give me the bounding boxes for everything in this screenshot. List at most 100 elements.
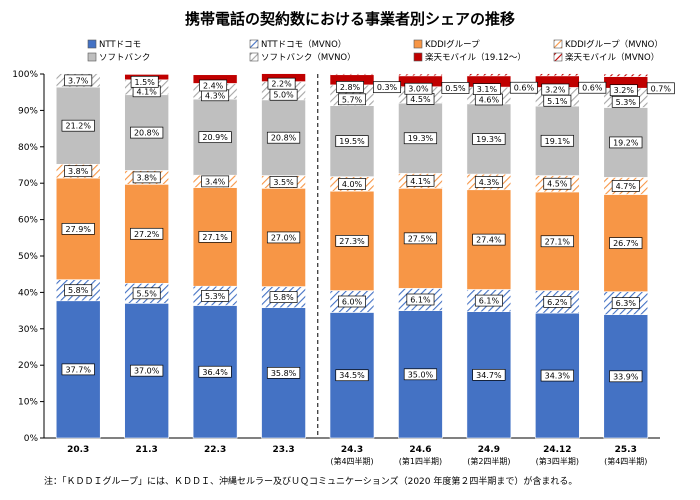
data-label-24-9-s2-box [472,233,506,246]
y-tick-label-1: 10% [18,398,38,408]
y-tick-label-8: 80% [18,143,38,153]
y-tick-label-10: 100% [12,70,38,80]
data-label-24-12-s7: 0.6% [582,84,603,93]
legend-label-1: NTTドコモ（MVNO） [261,39,346,50]
x-tick-label-5: 24.6 [409,445,431,455]
data-label-23-3-s3: 3.5% [273,178,294,187]
data-label-24-9-s4: 19.3% [476,135,502,144]
data-label-21-3-s1-box [132,287,161,300]
y-tick-label-2: 20% [18,361,38,371]
data-label-24-12-s2-box [540,235,574,248]
data-label-22-3-s4: 20.9% [202,133,228,142]
data-label-24-6-s2: 27.5% [408,234,434,243]
data-label-25-3-s7-box [646,82,675,95]
y-tick-label-7: 70% [18,179,38,189]
data-label-24-6-s3: 4.1% [410,177,431,186]
data-label-24-9-s3-box [474,176,503,188]
y-tick-label-6: 60% [18,216,38,226]
data-label-20-3-s5: 3.7% [68,76,89,85]
data-label-24-9-s0: 34.7% [476,371,502,380]
data-label-21-3-s4-box [130,126,164,139]
data-label-22-3-s6-box [199,79,228,92]
data-label-20-3-s0-box [61,363,95,376]
data-label-24-3-s4: 19.5% [339,137,365,146]
data-label-24-6-s0-box [403,368,438,381]
data-label-23-3-s1-box [269,291,298,303]
data-label-24-12-s7-box [578,81,607,94]
data-label-24-3-s4-box [335,135,369,148]
data-label-24-9-s0-box [472,368,506,381]
data-label-23-3-s4: 20.8% [271,134,297,143]
data-label-23-3-s1: 5.8% [273,293,294,302]
x-tick-sublabel-4: (第4四半期) [330,456,373,466]
x-tick-sublabel-8: (第4四半期) [604,456,647,466]
data-label-25-3-s4-box [609,136,643,149]
y-tick-label-3: 30% [18,325,38,335]
data-label-21-3-s1: 5.5% [137,289,158,298]
y-tick-label-0: 0% [24,434,39,444]
data-label-24-6-s1-box [406,293,435,306]
data-label-21-3-s2-box [130,227,164,240]
legend-swatch-3 [553,39,563,49]
data-label-20-3-s1: 5.8% [68,286,89,295]
legend-label-4: ソフトバンク [99,53,150,63]
x-tick-label-8: 25.3 [615,445,637,455]
data-labels: 37.7% 5.8% 27.9% 3.8% 21.2% 3.7% 37.0% 5.5% 27.2… [61,74,675,383]
data-label-23-3-s6: 2.2% [271,80,292,89]
data-label-24-12-s1-box [543,296,572,308]
data-label-20-3-s3-box [64,165,93,178]
legend-label-0: NTTドコモ [99,40,141,50]
data-label-24-12-s4: 19.1% [545,137,571,146]
data-label-24-9-s4-box [472,133,506,145]
y-tick-label-9: 90% [18,106,38,116]
data-label-25-3-s3-box [611,180,640,192]
data-label-24-6-s6-box [404,82,433,95]
data-label-24-9-s2: 27.4% [476,236,502,245]
x-tick-label-7: 24.12 [543,445,571,455]
bar-24-6-s7 [398,73,443,77]
data-label-24-6-s4: 19.3% [408,134,434,143]
data-label-24-12-s6-box [541,83,570,96]
data-label-25-3-s1-box [611,297,640,309]
x-tick-label-0: 20.3 [67,445,89,455]
data-label-24-3-s0-box [335,369,369,382]
legend-swatch-4 [87,52,97,62]
data-label-24-6-s7: 0.5% [445,84,466,93]
data-label-22-3-s1-box [201,290,230,302]
legend-label-2: KDDIグループ [425,39,480,50]
x-tick-sublabel-5: (第1四半期) [399,456,442,466]
data-label-25-3-s2: 26.7% [613,239,639,248]
data-label-25-3-s5: 5.3% [616,98,637,107]
data-label-24-3-s6: 2.8% [340,83,361,92]
data-label-24-3-s3: 4.0% [342,180,363,189]
data-label-24-6-s4-box [403,132,438,145]
data-label-24-9-s7-box [509,81,538,94]
legend-swatch-6 [413,52,423,62]
data-label-23-3-s5: 5.0% [273,91,294,100]
data-label-23-3-s3-box [269,176,298,188]
data-label-24-9-s5: 4.6% [479,95,500,104]
x-tick-label-3: 23.3 [272,445,294,455]
data-label-21-3-s4: 20.8% [134,129,160,138]
data-label-24-9-s6: 3.1% [477,85,498,94]
data-label-23-3-s2: 27.0% [271,233,297,242]
data-label-24-9-s3: 4.3% [479,178,500,187]
chart-title: 携帯電話の契約数における事業者別シェアの推移 [184,10,515,28]
data-label-24-3-s2: 27.3% [339,237,365,246]
data-label-21-3-s3: 3.8% [137,173,158,182]
data-label-20-3-s4-box [61,119,95,132]
legend-swatch-2 [413,39,423,49]
data-label-21-3-s3-box [132,171,161,184]
data-label-24-3-s2-box [335,235,369,247]
data-label-24-3-s7-box [373,81,401,94]
data-label-23-3-s4-box [266,131,301,144]
data-label-24-3-s1: 6.0% [342,298,363,307]
data-label-22-3-s6: 2.4% [203,81,224,90]
data-label-25-3-s4: 19.2% [613,138,639,147]
x-tick-label-1: 21.3 [136,445,158,455]
data-label-20-3-s0: 37.7% [66,365,92,374]
data-label-24-3-s7: 0.3% [377,83,398,92]
data-label-24-3-s5: 5.7% [342,95,363,104]
data-label-22-3-s4-box [198,131,232,144]
